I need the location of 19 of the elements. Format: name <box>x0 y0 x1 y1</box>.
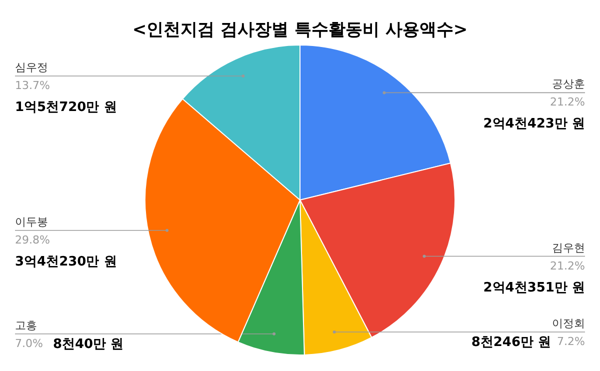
data-label: 7.0% <box>15 336 43 350</box>
chart-title: <인천지검 검사장별 특수활동비 사용액수> <box>132 20 468 40</box>
text: 8천246만 원 <box>471 335 552 350</box>
data-label: 29.8% <box>15 233 50 246</box>
text: 8천40만 원 <box>52 336 124 352</box>
text: 2억4천351만 원 <box>483 280 585 296</box>
slice-label: 이정회 <box>552 317 585 330</box>
slice-label: 공상훈 <box>552 78 585 91</box>
data-label: 21.2% <box>550 259 585 272</box>
data-label: 13.7% <box>15 79 50 92</box>
text: 1억5천720만 원 <box>15 100 117 116</box>
text: 2억4천423만 원 <box>483 116 585 132</box>
slice-label: 고흥 <box>15 318 37 332</box>
text: 3억4천230만 원 <box>15 254 117 270</box>
slice-label: 김우현 <box>552 241 585 254</box>
slice-label: 이두봉 <box>15 215 48 228</box>
slice-label: 심우정 <box>15 61 48 74</box>
data-label: 21.2% <box>550 96 585 109</box>
data-label: 7.2% <box>557 335 585 348</box>
